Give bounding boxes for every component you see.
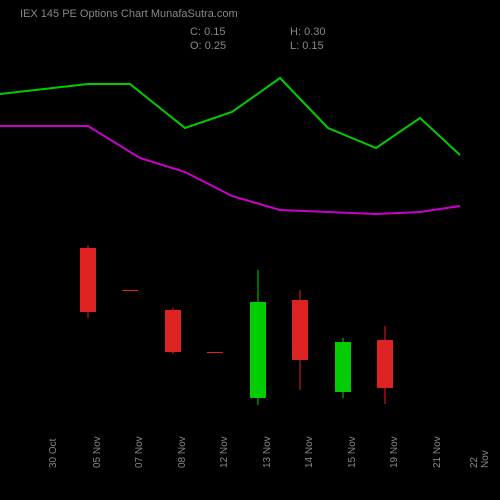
candle-body bbox=[377, 340, 393, 388]
x-axis-date: 13 Nov bbox=[262, 436, 273, 468]
candle-body bbox=[335, 342, 351, 392]
chart-svg bbox=[0, 0, 500, 500]
candle-body bbox=[292, 300, 308, 360]
x-axis-date: 14 Nov bbox=[304, 436, 315, 468]
x-axis-date: 30 Oct bbox=[48, 439, 59, 468]
candle-body bbox=[165, 310, 181, 352]
x-axis-date: 21 Nov bbox=[432, 436, 443, 468]
x-axis-date: 19 Nov bbox=[389, 436, 400, 468]
candle-body bbox=[250, 302, 266, 398]
x-axis-date: 08 Nov bbox=[177, 436, 188, 468]
candle-body bbox=[207, 352, 223, 353]
x-axis-date: 07 Nov bbox=[134, 436, 145, 468]
indicator-line-lower bbox=[0, 126, 460, 214]
candle-body bbox=[80, 248, 96, 312]
chart-root: IEX 145 PE Options Chart MunafaSutra.com… bbox=[0, 0, 500, 500]
indicator-line-upper bbox=[0, 78, 460, 155]
x-axis-date: 12 Nov bbox=[219, 436, 230, 468]
x-axis-date: 22 Nov bbox=[469, 437, 491, 468]
x-axis-date: 15 Nov bbox=[347, 436, 358, 468]
candle-body bbox=[122, 290, 138, 291]
x-axis-date: 05 Nov bbox=[92, 436, 103, 468]
